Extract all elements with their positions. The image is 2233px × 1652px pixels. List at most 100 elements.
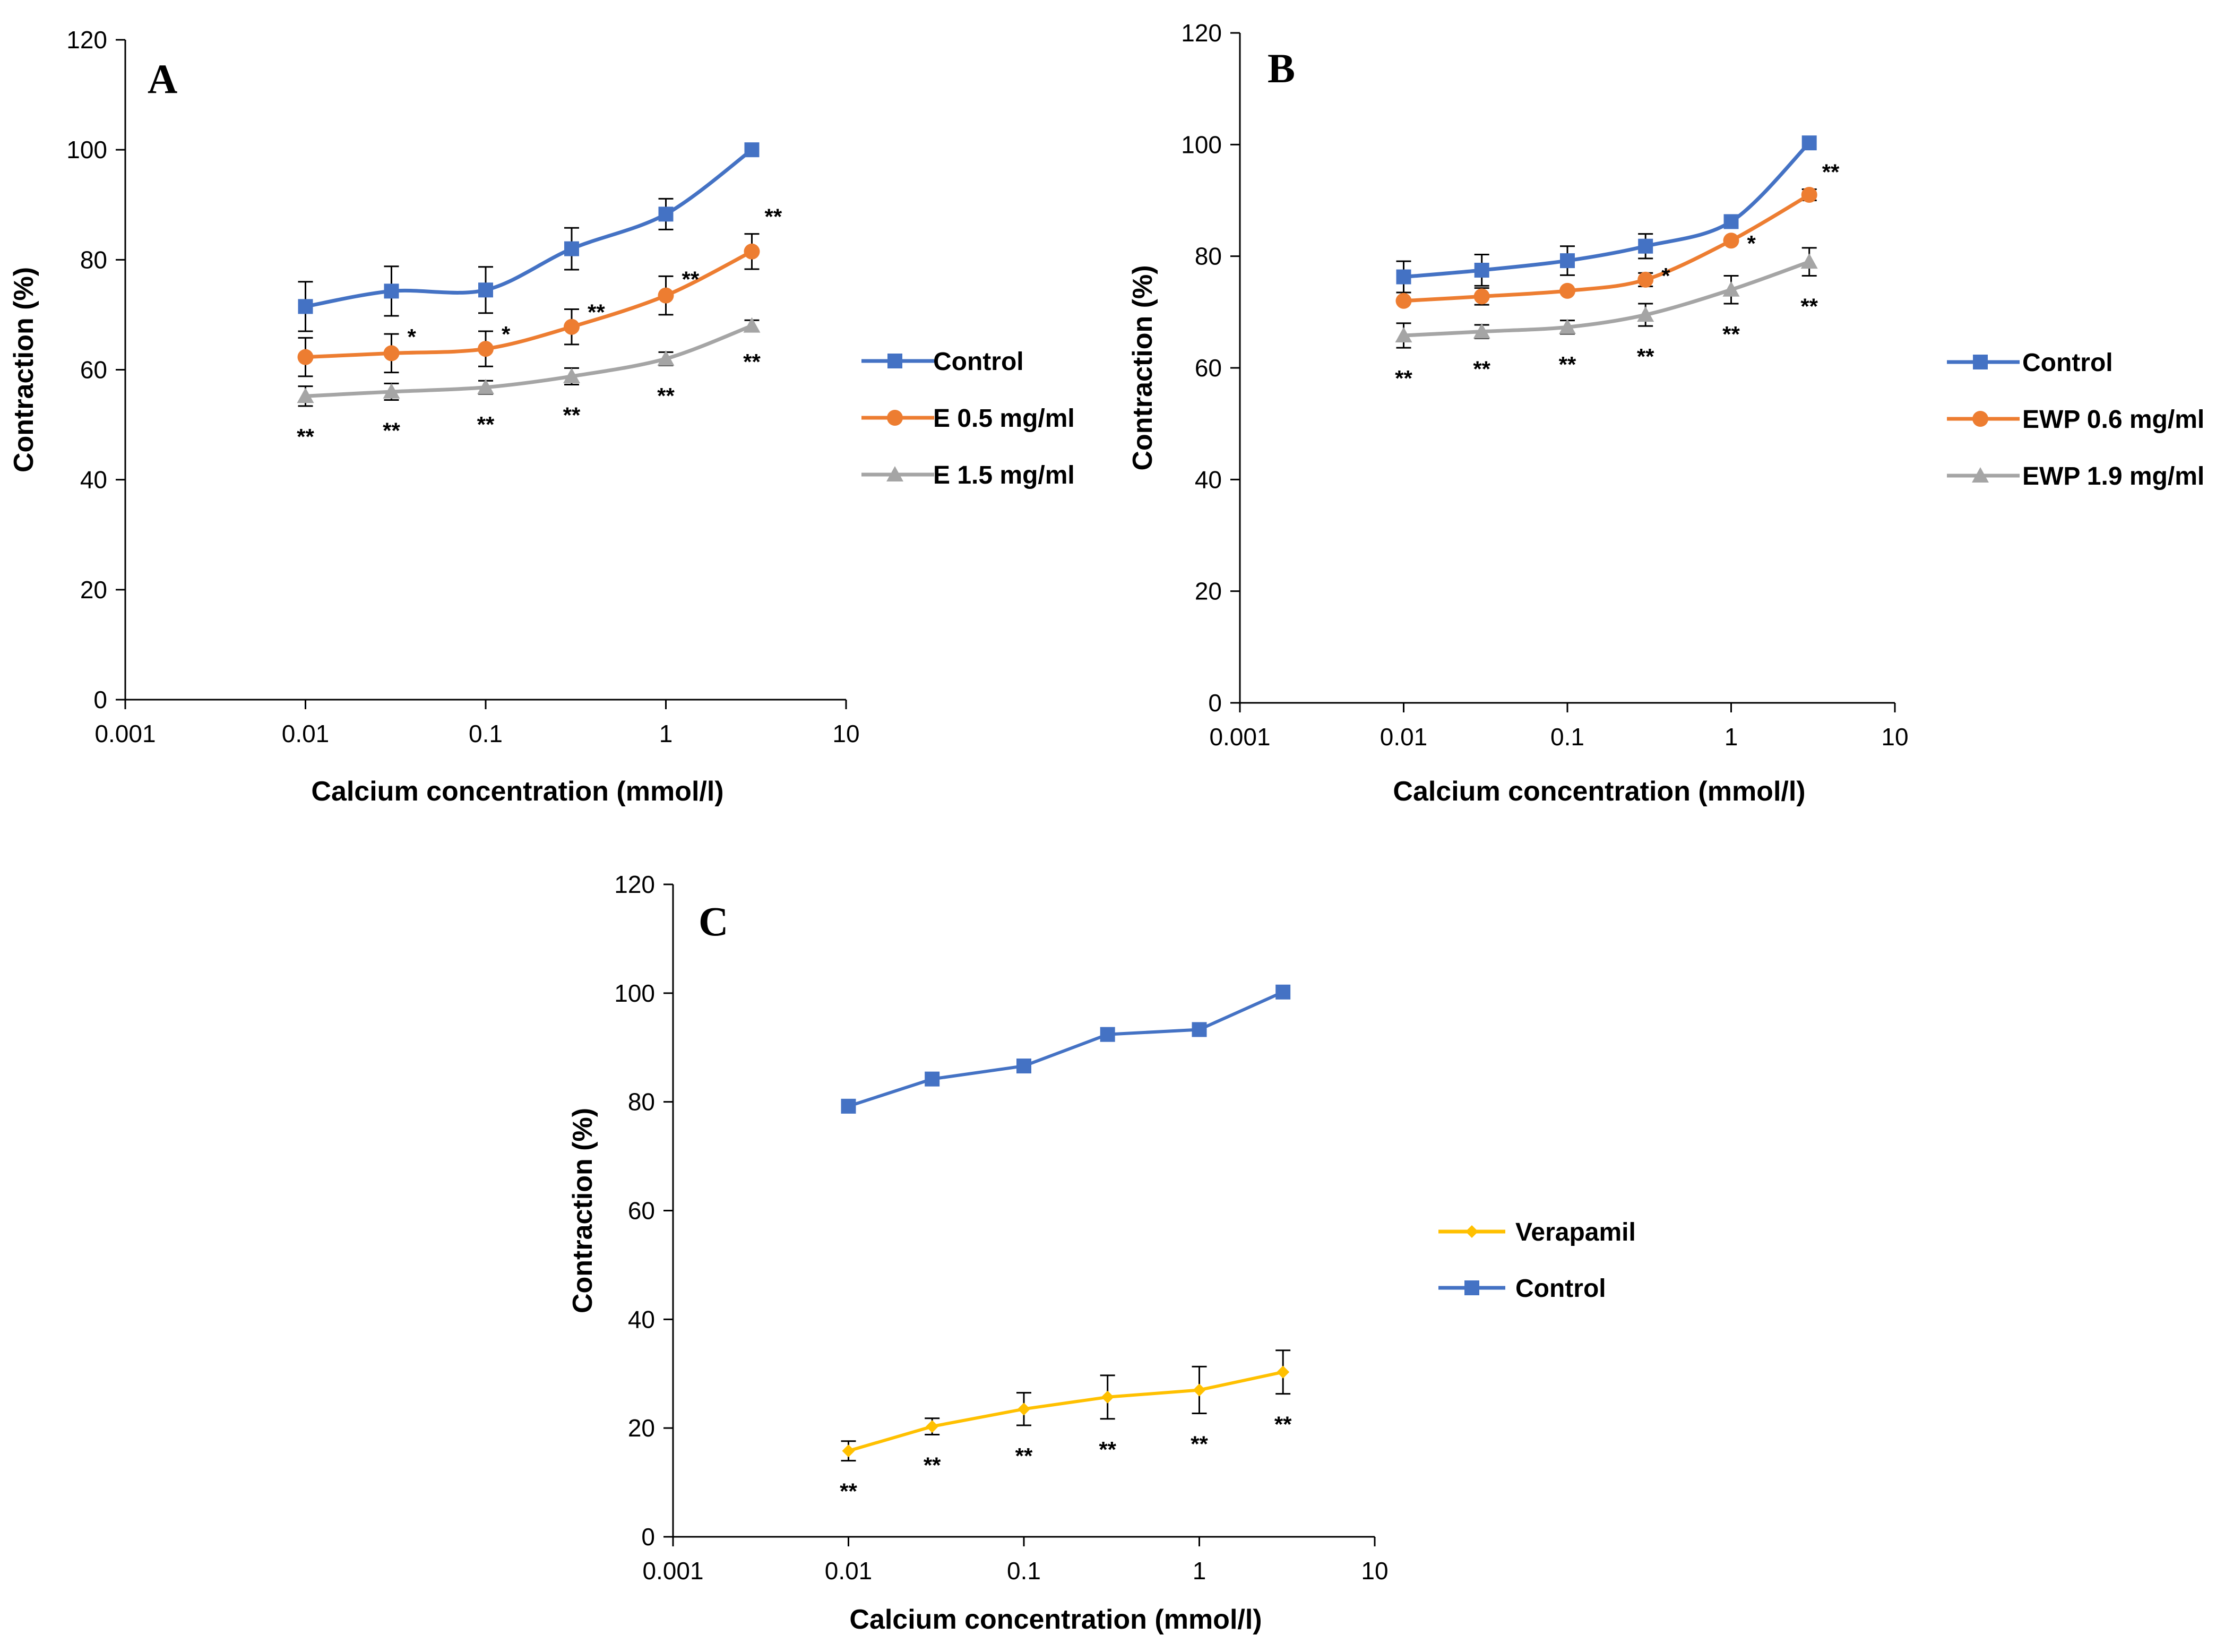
y-tick-label: 120 — [1181, 19, 1222, 47]
legend-label: EWP 0.6 mg/ml — [2022, 406, 2204, 434]
significance-label: ** — [1722, 322, 1740, 347]
data-point — [384, 283, 399, 299]
panel-letter: A — [148, 56, 177, 102]
x-axis-title: Calcium concentration (mmol/l) — [1393, 776, 1805, 807]
x-tick-label: 0.01 — [825, 1557, 873, 1585]
data-point — [841, 1098, 856, 1114]
data-point — [383, 383, 400, 399]
data-point — [297, 388, 314, 403]
data-point — [1101, 1390, 1114, 1404]
legend-marker — [1973, 355, 1988, 369]
legend-marker — [887, 410, 903, 426]
data-point — [1192, 1022, 1207, 1037]
x-tick-label: 0.1 — [1550, 723, 1584, 751]
legend-label: EWP 1.9 mg/ml — [2022, 462, 2204, 491]
data-point — [926, 1420, 939, 1433]
y-tick-label: 0 — [1208, 689, 1222, 717]
data-point — [1016, 1059, 1031, 1074]
series-ewp-1-9-mg-ml: ** ** ** ** ** ** — [1395, 247, 1818, 391]
significance-label: * — [502, 322, 511, 347]
legend-marker — [1464, 1280, 1479, 1295]
significance-label: ** — [1395, 366, 1412, 391]
data-point — [564, 241, 579, 256]
y-tick-label: 40 — [628, 1305, 655, 1333]
y-tick-label: 100 — [1181, 131, 1222, 158]
data-point — [1193, 1383, 1206, 1397]
data-point — [1100, 1027, 1115, 1042]
significance-label: ** — [1473, 356, 1490, 381]
y-tick-label: 20 — [628, 1414, 655, 1442]
y-tick-label: 80 — [80, 246, 107, 273]
series-line — [848, 991, 1284, 1108]
x-tick-label: 0.001 — [642, 1557, 703, 1585]
x-tick-label: 0.1 — [1007, 1557, 1041, 1585]
data-point — [383, 345, 400, 362]
data-point — [1474, 262, 1489, 278]
data-point — [1722, 281, 1740, 297]
y-tick-label: 120 — [66, 26, 107, 54]
data-point — [1018, 1403, 1030, 1416]
y-tick-label: 100 — [66, 136, 107, 164]
significance-label: ** — [1800, 294, 1818, 319]
y-tick-label: 40 — [1195, 466, 1222, 493]
legend-label: Control — [1515, 1275, 1606, 1303]
series-e-1-5-mg-ml: ** ** ** ****** — [297, 317, 761, 449]
y-axis-title: Contraction (%) — [567, 1108, 598, 1313]
data-point — [1638, 238, 1653, 254]
data-point — [1277, 1365, 1290, 1379]
y-axis-title: Contraction (%) — [8, 267, 39, 472]
x-tick-label: 10 — [1881, 723, 1908, 751]
data-point — [1395, 292, 1412, 309]
x-tick-label: 10 — [1361, 1557, 1388, 1585]
significance-label: ** — [764, 204, 782, 229]
data-point — [1473, 288, 1490, 305]
x-tick-label: 10 — [832, 720, 859, 747]
significance-label: ** — [297, 424, 314, 449]
data-point — [1723, 233, 1739, 249]
significance-label: ** — [1191, 1432, 1208, 1457]
legend-marker — [1972, 467, 1989, 483]
series-line — [1403, 260, 1810, 338]
data-point — [1637, 271, 1654, 288]
y-tick-label: 20 — [80, 576, 107, 604]
data-point — [478, 341, 494, 357]
y-tick-label: 100 — [614, 979, 655, 1007]
legend-label: E 0.5 mg/ml — [933, 405, 1075, 433]
data-point — [842, 1444, 855, 1458]
significance-label: ** — [477, 412, 495, 437]
x-tick-label: 0.01 — [1380, 723, 1428, 751]
data-point — [1637, 306, 1654, 322]
significance-label: ** — [743, 349, 761, 374]
data-point — [925, 1071, 940, 1087]
significance-label: * — [1747, 231, 1756, 256]
data-point — [1801, 135, 1817, 151]
y-tick-label: 0 — [641, 1523, 655, 1551]
series-line — [1403, 141, 1811, 279]
data-point — [1275, 984, 1291, 1000]
significance-label: ** — [1637, 344, 1654, 369]
data-point — [563, 319, 580, 335]
y-tick-label: 60 — [628, 1197, 655, 1225]
chart-panel-c: C 0 20 40 60 80 100 120 0.001 0.01 0.1 1 10 Contracti… — [567, 871, 1636, 1635]
y-tick-label: 120 — [614, 871, 655, 898]
significance-label: ** — [682, 266, 700, 291]
data-point — [658, 287, 674, 304]
legend-label: Control — [933, 348, 1024, 376]
y-tick-label: 60 — [80, 356, 107, 384]
data-point — [1800, 253, 1818, 269]
series-line — [305, 324, 753, 398]
x-tick-label: 1 — [659, 720, 673, 747]
x-tick-label: 0.01 — [282, 720, 330, 747]
significance-label: ** — [1559, 352, 1576, 377]
data-point — [743, 317, 761, 333]
significance-label: ** — [563, 402, 581, 427]
series-control — [841, 984, 1291, 1114]
panel-letter: C — [699, 898, 728, 944]
y-tick-label: 80 — [1195, 243, 1222, 270]
y-tick-label: 20 — [1195, 578, 1222, 605]
series-verapamil: ** ** ** ** ** ** — [840, 1349, 1292, 1504]
series-ewp-0-6-mg-ml: **** — [1395, 159, 1840, 309]
legend-marker — [887, 354, 902, 368]
legend-label: E 1.5 mg/ml — [933, 461, 1075, 489]
series-e-0-5-mg-ml: * ******* — [297, 204, 782, 377]
